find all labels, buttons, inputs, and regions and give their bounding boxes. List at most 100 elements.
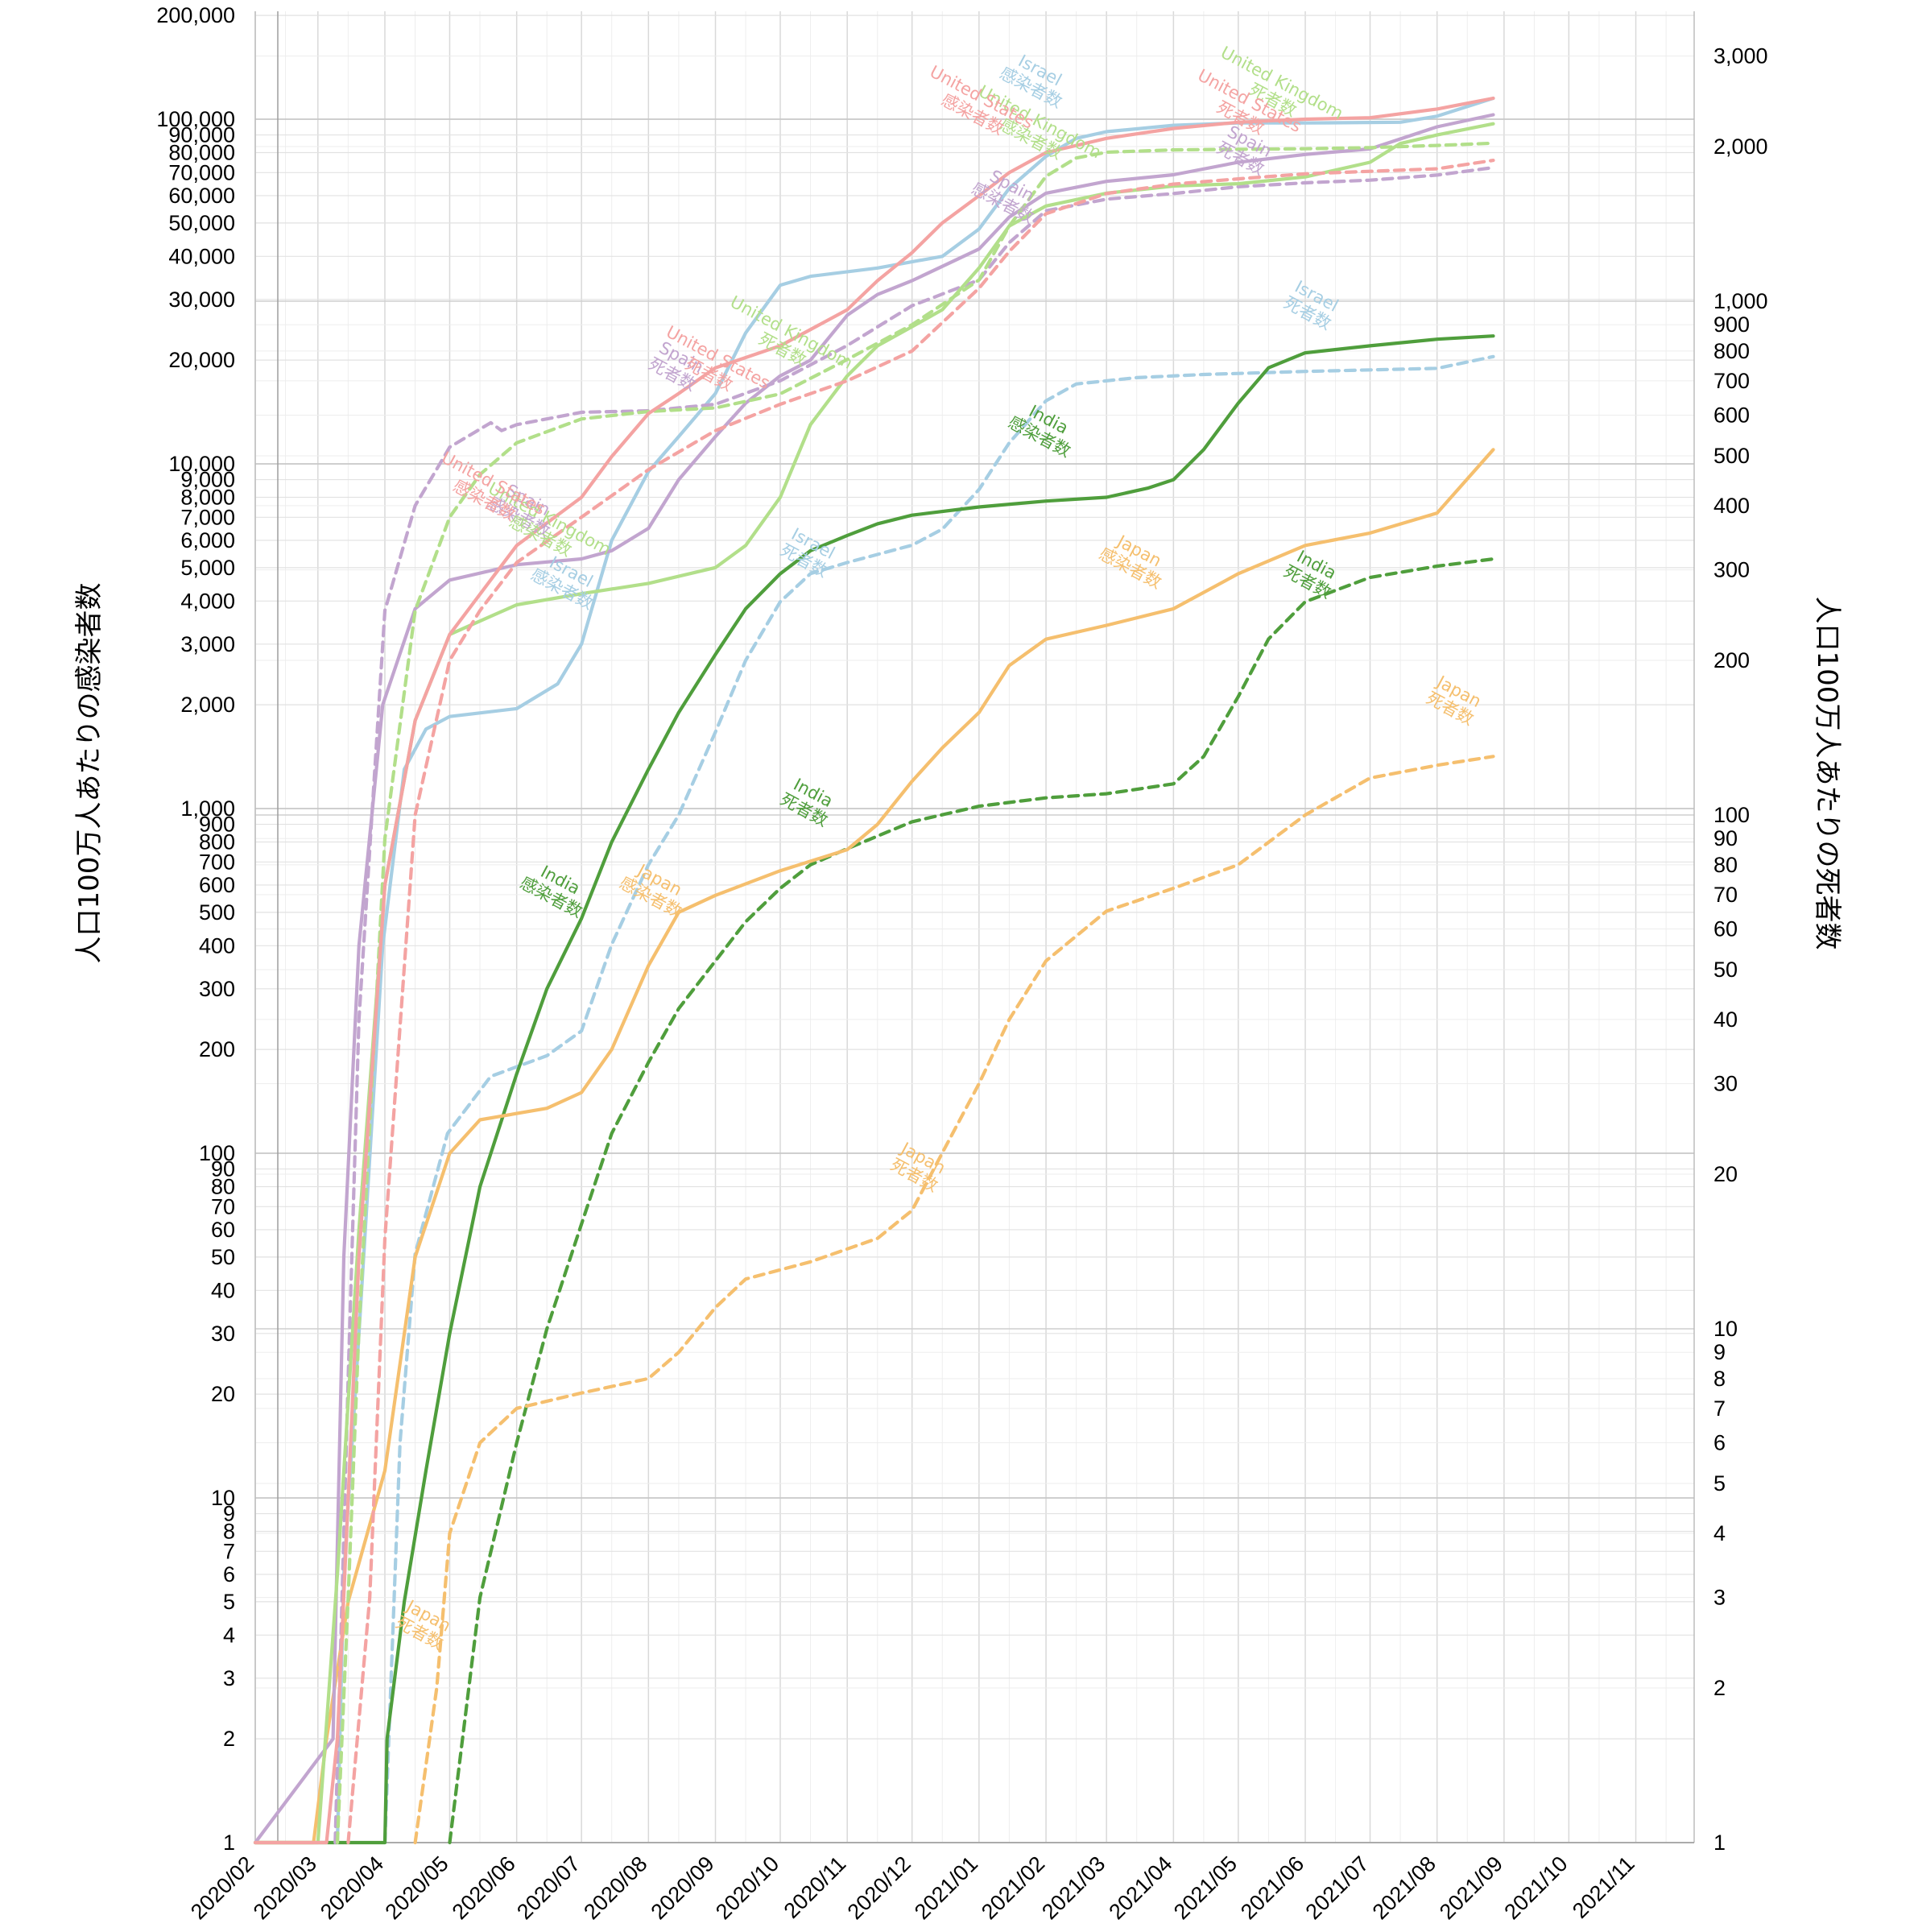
y-left-tick-label: 70 [211,1194,235,1218]
y-right-tick-label: 100 [1713,803,1750,827]
y-right-tick-label: 60 [1713,917,1738,941]
y-left-tick-label: 200,000 [156,3,235,27]
x-tick-label: 2021/02 [977,1851,1049,1924]
y-left-tick-label: 7 [223,1539,235,1563]
y-right-tick-label: 20 [1713,1162,1738,1186]
y-left-tick-label: 5,000 [180,556,235,580]
y-left-tick-label: 400 [199,933,235,958]
x-tick-label: 2020/10 [711,1851,783,1924]
series-line-united-kingdom-死者数 [335,141,1495,1845]
x-tick-label: 2020/02 [186,1851,258,1924]
y-right-tick-label: 3,000 [1713,44,1768,68]
y-left-tick-label: 2,000 [180,693,235,717]
series-labels: Israel感染者数Israel感染者数Israel死者数Israel死者数In… [393,43,1485,1653]
x-tick-label: 2020/08 [579,1851,651,1924]
y-left-tick-label: 80 [211,1174,235,1198]
y-left-tick-label: 40 [211,1278,235,1302]
y-axis-left-title: 人口100万人あたりの感染者数 [73,583,105,964]
y-right-tick-label: 200 [1713,648,1750,672]
x-tick-label: 2020/07 [512,1851,585,1924]
y-left-tick-label: 600 [199,873,235,897]
y-right-tick-label: 80 [1713,853,1738,877]
y-left-tick-label: 20 [211,1382,235,1406]
y-right-tick-label: 50 [1713,958,1738,982]
y-left-tick-label: 6 [223,1562,235,1587]
y-left-tick-label: 1 [223,1831,235,1855]
y-right-tick-label: 500 [1713,444,1750,468]
y-left-tick-label: 20,000 [168,348,235,372]
y-right-tick-label: 3 [1713,1586,1726,1610]
y-left-tick-label: 90 [211,1157,235,1181]
series-line-israel-感染者数 [335,96,1495,1845]
series-line-united-states-感染者数 [253,96,1495,1845]
y-left-tick-label: 4,000 [180,589,235,613]
y-right-tick-label: 5 [1713,1471,1726,1496]
y-right-tick-label: 900 [1713,312,1750,337]
y-right-tick-label: 800 [1713,339,1750,363]
y-left-tick-label: 10 [211,1486,235,1510]
y-right-tick-label: 1 [1713,1831,1726,1855]
y-axis-right-title: 人口100万人あたりの死者数 [1811,597,1843,950]
x-tick-label: 2021/09 [1435,1851,1507,1924]
y-left-tick-label: 2 [223,1727,235,1751]
y-right-tick-label: 6 [1713,1431,1726,1455]
y-left-tick-label: 500 [199,900,235,925]
y-right-tick-label: 70 [1713,883,1738,907]
series-line-india-死者数 [448,556,1495,1845]
y-right-tick-label: 4 [1713,1521,1726,1545]
y-right-tick-label: 2 [1713,1676,1726,1700]
series-line-spain-感染者数 [253,113,1495,1845]
y-left-tick-label: 9,000 [180,468,235,492]
y-right-tick-label: 90 [1713,826,1738,850]
x-tick-label: 2020/09 [647,1851,719,1924]
y-left-tick-label: 6,000 [180,528,235,552]
series-line-united-kingdom-感染者数 [253,122,1495,1845]
series-line-japan-死者数 [413,755,1495,1845]
y-left-tick-label: 30,000 [168,288,235,312]
x-tick-label: 2020/05 [380,1851,453,1924]
y-left-tick-label: 200 [199,1037,235,1061]
y-left-tick-label: 60,000 [168,184,235,208]
y-right-tick-label: 1,000 [1713,289,1768,313]
y-left-tick-label: 30 [211,1322,235,1346]
y-right-tick-label: 7 [1713,1396,1726,1421]
x-tick-label: 2021/07 [1301,1851,1374,1924]
x-tick-label: 2021/08 [1368,1851,1441,1924]
axes: 2020/022020/032020/042020/052020/062020/… [156,3,1767,1924]
y-left-tick-label: 8,000 [180,485,235,509]
y-right-tick-label: 10 [1713,1317,1738,1341]
series-line-japan-感染者数 [253,448,1495,1845]
y-left-tick-label: 100 [199,1141,235,1165]
x-tick-label: 2020/06 [448,1851,520,1924]
series-line-israel-死者数 [382,354,1495,1845]
y-right-tick-label: 2,000 [1713,134,1768,159]
x-tick-label: 2021/10 [1499,1851,1572,1924]
y-left-tick-label: 50 [211,1245,235,1269]
y-left-tick-label: 300 [199,977,235,1001]
series-line-united-states-死者数 [346,159,1495,1845]
grid [254,11,1694,1843]
x-tick-label: 2020/04 [316,1851,388,1924]
y-left-tick-label: 80,000 [168,140,235,164]
y-left-tick-label: 5 [223,1590,235,1614]
y-right-tick-label: 30 [1713,1072,1738,1096]
y-left-tick-label: 4 [223,1623,235,1647]
y-left-tick-label: 60 [211,1218,235,1242]
y-left-tick-label: 7,000 [180,505,235,529]
y-left-tick-label: 100,000 [156,107,235,131]
x-tick-label: 2021/03 [1037,1851,1110,1924]
y-left-tick-label: 1,000 [180,796,235,821]
x-tick-label: 2021/04 [1104,1851,1176,1924]
y-left-tick-label: 40,000 [168,244,235,268]
y-left-tick-label: 70,000 [168,160,235,184]
y-left-tick-label: 8 [223,1519,235,1543]
y-left-tick-label: 3 [223,1666,235,1690]
x-tick-label: 2021/05 [1169,1851,1242,1924]
y-left-tick-label: 10,000 [168,452,235,476]
y-left-tick-label: 9 [223,1502,235,1526]
